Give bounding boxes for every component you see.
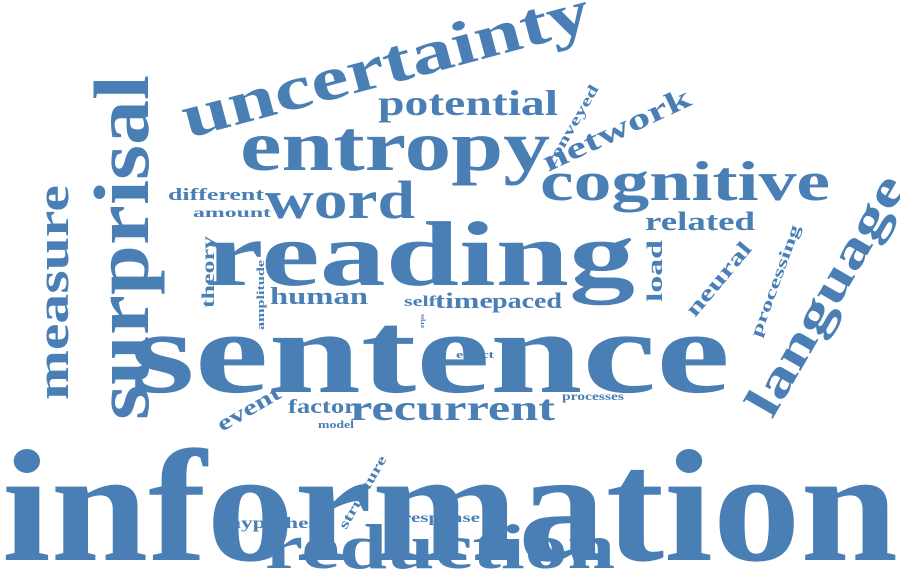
cloud-word-effect: effect [456,350,495,361]
cloud-word-load: load [642,240,667,302]
cloud-word-recurrent: recurrent [350,388,555,428]
cloud-word-time: time [435,288,493,313]
cloud-word-surprisal: surprisal [78,75,165,420]
cloud-word-potential: potential [378,83,558,123]
cloud-word-erps: erps [420,313,426,328]
cloud-word-amount: amount [193,206,272,221]
cloud-word-different: different [168,185,265,204]
cloud-word-theory: theory [198,236,218,308]
cloud-word-measure: measure [27,185,78,400]
cloud-word-entropy: entropy [240,106,550,186]
cloud-word-word: word [265,170,415,230]
cloud-word-reduction: reduction [265,511,615,575]
cloud-word-factor: factor [288,396,356,418]
cloud-word-hypothesi: hypothesi [228,515,325,532]
cloud-word-response: response [402,511,480,526]
cloud-word-amplitude: amplitude [256,259,267,330]
cloud-word-paced: paced [492,288,562,313]
cloud-word-sentence: sentence [130,287,730,418]
cloud-word-related: related [645,207,756,236]
cloud-word-model: model [318,419,354,431]
cloud-word-human: human [270,284,368,310]
cloud-word-processes: processes [562,389,624,403]
cloud-word-information: information [2,417,898,575]
cloud-word-cognitive: cognitive [540,151,830,213]
cloud-word-self: self [404,294,437,310]
cloud-word-reading: reading [205,203,635,305]
